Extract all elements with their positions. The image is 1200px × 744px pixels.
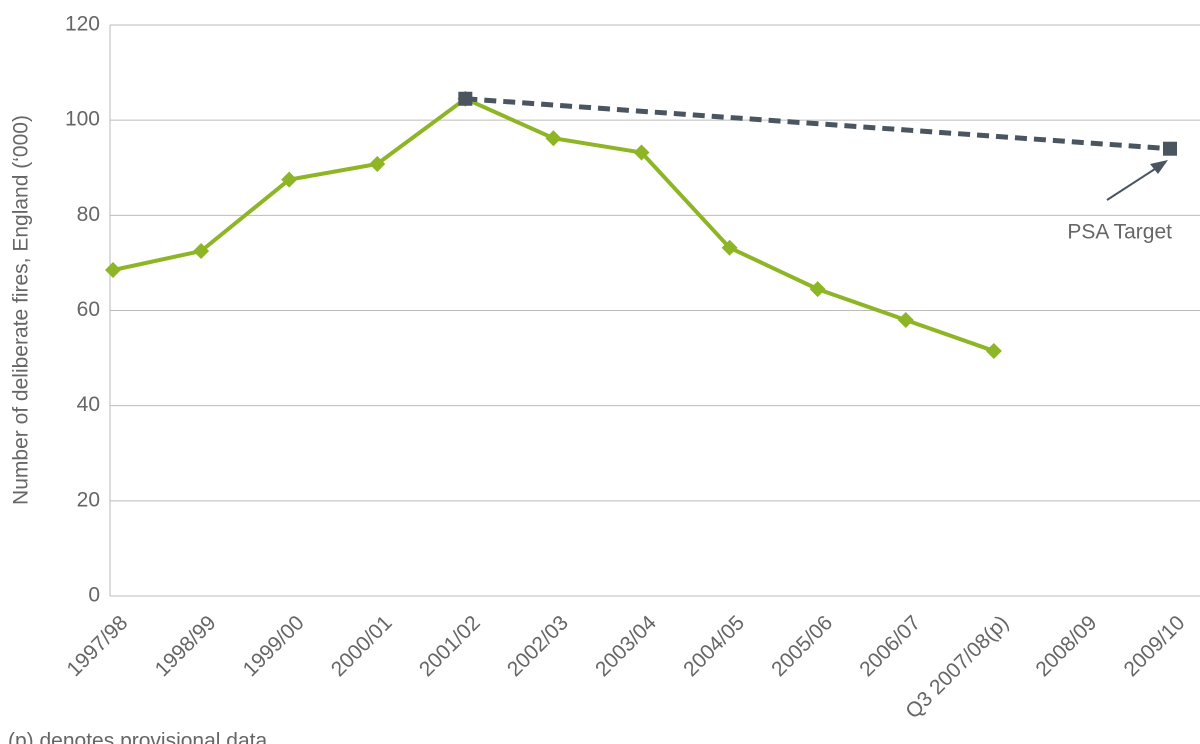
marker	[458, 91, 473, 106]
arrow-head	[1150, 160, 1168, 174]
x-tick-label: 2004/05	[679, 611, 749, 681]
x-tick-label: 1999/00	[239, 611, 309, 681]
marker	[105, 262, 121, 279]
annotation: PSA Target	[1067, 221, 1172, 244]
y-tick-label: 120	[65, 13, 100, 36]
x-tick-label: 2002/03	[503, 611, 573, 681]
series-line	[465, 96, 1171, 152]
x-tick-label: 1997/98	[63, 611, 133, 681]
y-tick-label: 60	[77, 298, 100, 321]
x-tick-label: 2006/07	[855, 611, 925, 681]
marker	[985, 342, 1002, 359]
marker	[369, 155, 386, 172]
marker	[545, 130, 562, 147]
marker	[809, 281, 826, 298]
y-tick-label: 80	[77, 203, 100, 226]
y-tick-label: 100	[65, 108, 100, 131]
marker	[721, 239, 738, 256]
x-tick-label: 2003/04	[591, 611, 661, 681]
x-tick-label: 2000/01	[327, 611, 397, 681]
y-tick-label: 40	[77, 393, 100, 416]
x-tick-label: 2005/06	[767, 611, 837, 681]
y-axis-label: Number of deliberate fires, England (‘00…	[10, 115, 33, 505]
marker	[1163, 141, 1177, 156]
annotation-arrow	[1106, 166, 1159, 201]
footnote: (p) denotes provisional data	[8, 730, 267, 744]
marker	[281, 171, 298, 188]
marker	[193, 243, 210, 260]
x-tick-label: 1998/99	[151, 611, 221, 681]
marker	[633, 144, 650, 161]
x-tick-label: 2001/02	[415, 611, 485, 681]
x-tick-label: 2009/10	[1120, 611, 1190, 681]
marker	[897, 312, 914, 329]
x-tick-label: 2008/09	[1031, 611, 1101, 681]
y-tick-label: 0	[88, 584, 100, 607]
y-tick-label: 20	[77, 488, 100, 511]
